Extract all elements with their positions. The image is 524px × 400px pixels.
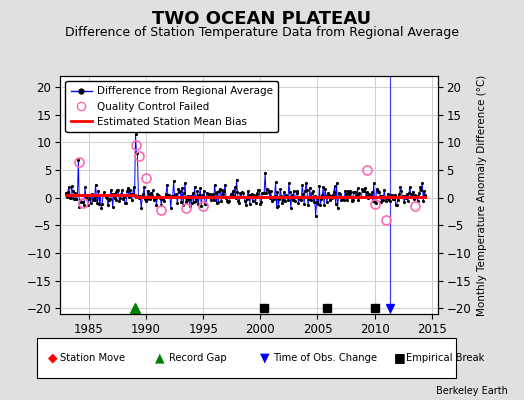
Text: Empirical Break: Empirical Break <box>406 353 485 363</box>
Text: TWO OCEAN PLATEAU: TWO OCEAN PLATEAU <box>152 10 372 28</box>
Text: ■: ■ <box>394 352 405 364</box>
Text: ▲: ▲ <box>155 352 165 364</box>
Text: Station Move: Station Move <box>60 353 125 363</box>
Text: Record Gap: Record Gap <box>169 353 226 363</box>
Text: Difference of Station Temperature Data from Regional Average: Difference of Station Temperature Data f… <box>65 26 459 39</box>
Y-axis label: Monthly Temperature Anomaly Difference (°C): Monthly Temperature Anomaly Difference (… <box>477 74 487 316</box>
Text: ◆: ◆ <box>48 352 57 364</box>
Legend: Difference from Regional Average, Quality Control Failed, Estimated Station Mean: Difference from Regional Average, Qualit… <box>66 81 278 132</box>
Text: ▼: ▼ <box>260 352 269 364</box>
Text: Time of Obs. Change: Time of Obs. Change <box>274 353 378 363</box>
Text: Berkeley Earth: Berkeley Earth <box>436 386 508 396</box>
